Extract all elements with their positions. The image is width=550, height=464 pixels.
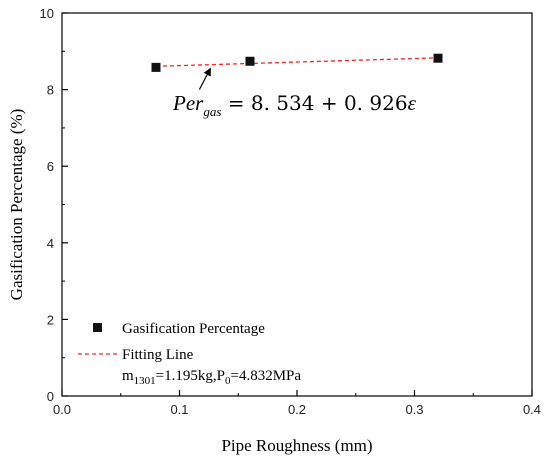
note-pressure-value: =4.832MPa (230, 368, 301, 384)
x-tick-label: 0.2 (288, 402, 306, 417)
x-axis-title: Pipe Roughness (mm) (221, 436, 372, 455)
note-mass-subscript: 1301 (134, 375, 156, 387)
data-points-series (151, 53, 443, 72)
y-axis-title: Gasification Percentage (%) (7, 109, 26, 301)
x-axis: 0.0 0.1 0.2 0.3 0.4 (53, 390, 541, 417)
y-tick-label: 6 (47, 159, 54, 174)
x-tick-label: 0.4 (523, 402, 541, 417)
legend-label-gasification: Gasification Percentage (122, 321, 265, 337)
x-tick-label: 0.0 (53, 402, 71, 417)
legend: Gasification Percentage Fitting Line m13… (78, 321, 301, 387)
condition-note: m1301=1.195kg,P0=4.832MPa (122, 368, 301, 387)
note-pressure-subscript: 0 (225, 375, 231, 387)
y-tick-label: 0 (47, 389, 54, 404)
fit-equation: Pergas = 8. 534 + 0. 926ε (172, 91, 417, 119)
x-tick-label: 0.3 (405, 402, 423, 417)
plot-frame (61, 12, 533, 397)
equation-terms: = 8. 534 + 0. 926 (221, 91, 407, 115)
legend-label-fitting-line: Fitting Line (122, 347, 194, 363)
y-tick-label: 8 (47, 83, 54, 98)
note-mass-value: =1.195kg,P (156, 368, 225, 384)
fitting-line-series (155, 57, 439, 67)
data-point (151, 62, 161, 72)
data-point (433, 53, 443, 63)
legend-marker-gasification (93, 323, 102, 332)
note-mass-symbol: m (122, 368, 134, 384)
y-tick-label: 2 (47, 312, 54, 327)
annotation-arrow (198, 67, 211, 90)
equation-variable: Per (172, 91, 204, 115)
x-tick-label: 0.1 (170, 402, 188, 417)
fitting-line (155, 57, 439, 67)
y-tick-label: 4 (47, 236, 54, 251)
y-tick-label: 10 (40, 6, 54, 21)
equation-epsilon: ε (408, 91, 417, 115)
y-axis: 0 2 4 6 8 10 (40, 6, 68, 404)
data-point (245, 56, 255, 66)
equation-subscript: gas (203, 104, 221, 119)
